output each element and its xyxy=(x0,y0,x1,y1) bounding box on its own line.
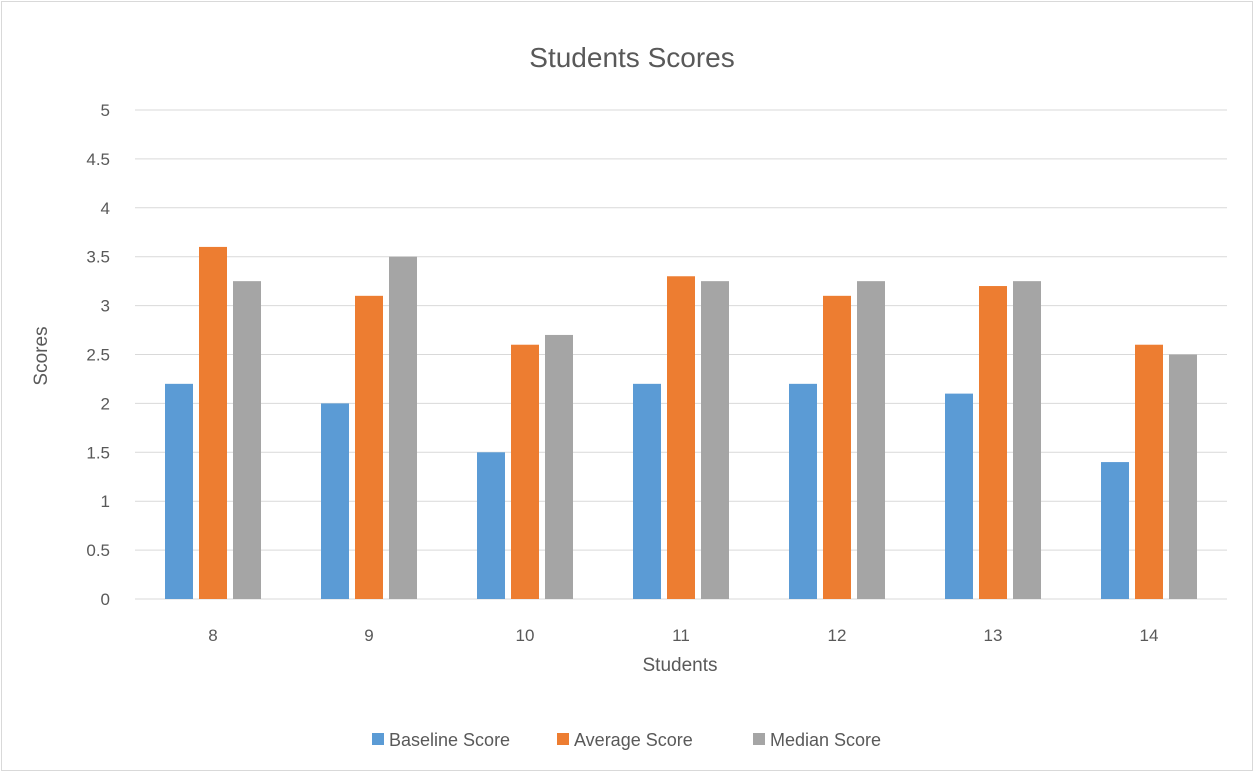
bar-median-score xyxy=(545,334,573,599)
y-tick-label: 4 xyxy=(101,199,110,218)
y-tick-label: 2.5 xyxy=(86,346,110,365)
y-tick-label: 3 xyxy=(101,297,110,316)
bar-median-score xyxy=(701,281,729,599)
x-tick-label: 9 xyxy=(364,626,373,645)
bar-median-score xyxy=(233,281,261,599)
legend-swatch-baseline-score xyxy=(372,733,384,745)
y-tick-label: 1.5 xyxy=(86,443,110,462)
bar-average-score xyxy=(355,295,383,599)
x-tick-label: 10 xyxy=(516,626,535,645)
bars xyxy=(165,246,1197,600)
legend-label: Baseline Score xyxy=(389,730,510,750)
bar-baseline-score xyxy=(945,393,973,599)
y-axis-title: Scores xyxy=(31,326,52,385)
x-axis-ticks: 8 9 10 11 12 13 14 xyxy=(208,626,1158,645)
bar-baseline-score xyxy=(477,452,505,599)
x-axis-title: Students xyxy=(643,655,718,676)
y-tick-label: 2 xyxy=(101,394,110,413)
legend-swatch-average-score xyxy=(557,733,569,745)
legend-label: Median Score xyxy=(770,730,881,750)
bar-average-score xyxy=(823,295,851,599)
x-tick-label: 11 xyxy=(672,626,690,645)
bar-average-score xyxy=(979,286,1007,599)
legend-swatch-median-score xyxy=(753,733,765,745)
bar-average-score xyxy=(667,276,695,599)
chart-title: Students Scores xyxy=(529,42,734,73)
bar-median-score xyxy=(389,256,417,599)
y-tick-label: 1 xyxy=(101,492,110,511)
bar-average-score xyxy=(199,246,227,600)
x-tick-label: 8 xyxy=(208,626,217,645)
y-axis-ticks: 0 0.5 1 1.5 2 2.5 3 3.5 4 4.5 5 xyxy=(86,101,110,609)
bar-baseline-score xyxy=(789,383,817,599)
bar-baseline-score xyxy=(1101,462,1129,599)
y-tick-label: 3.5 xyxy=(86,248,110,267)
bar-median-score xyxy=(857,281,885,599)
bar-median-score xyxy=(1013,281,1041,599)
x-tick-label: 13 xyxy=(984,626,1003,645)
y-tick-label: 0.5 xyxy=(86,541,110,560)
bar-average-score xyxy=(511,344,539,599)
y-tick-label: 5 xyxy=(101,101,110,120)
bar-baseline-score xyxy=(633,383,661,599)
bar-median-score xyxy=(1169,354,1197,599)
bar-average-score xyxy=(1135,344,1163,599)
legend: Baseline Score Average Score Median Score xyxy=(372,730,881,750)
y-tick-label: 0 xyxy=(101,590,110,609)
x-tick-label: 12 xyxy=(828,626,847,645)
y-tick-label: 4.5 xyxy=(86,150,110,169)
x-tick-label: 14 xyxy=(1140,626,1159,645)
legend-label: Average Score xyxy=(574,730,693,750)
bar-baseline-score xyxy=(165,383,193,599)
bar-baseline-score xyxy=(321,403,349,599)
